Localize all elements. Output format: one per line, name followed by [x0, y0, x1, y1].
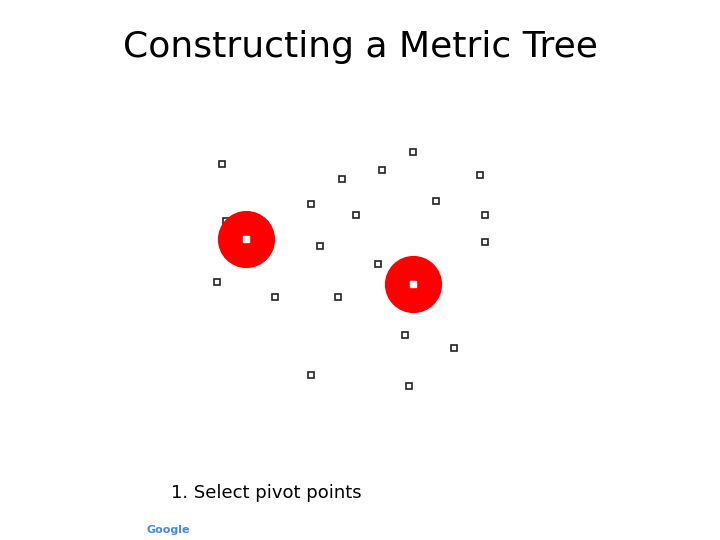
Point — [408, 280, 419, 288]
Point — [240, 235, 252, 244]
Text: Google: Google — [146, 525, 189, 535]
Text: Constructing a Metric Tree: Constructing a Metric Tree — [122, 30, 598, 64]
Text: 1. Select pivot points: 1. Select pivot points — [171, 484, 361, 502]
